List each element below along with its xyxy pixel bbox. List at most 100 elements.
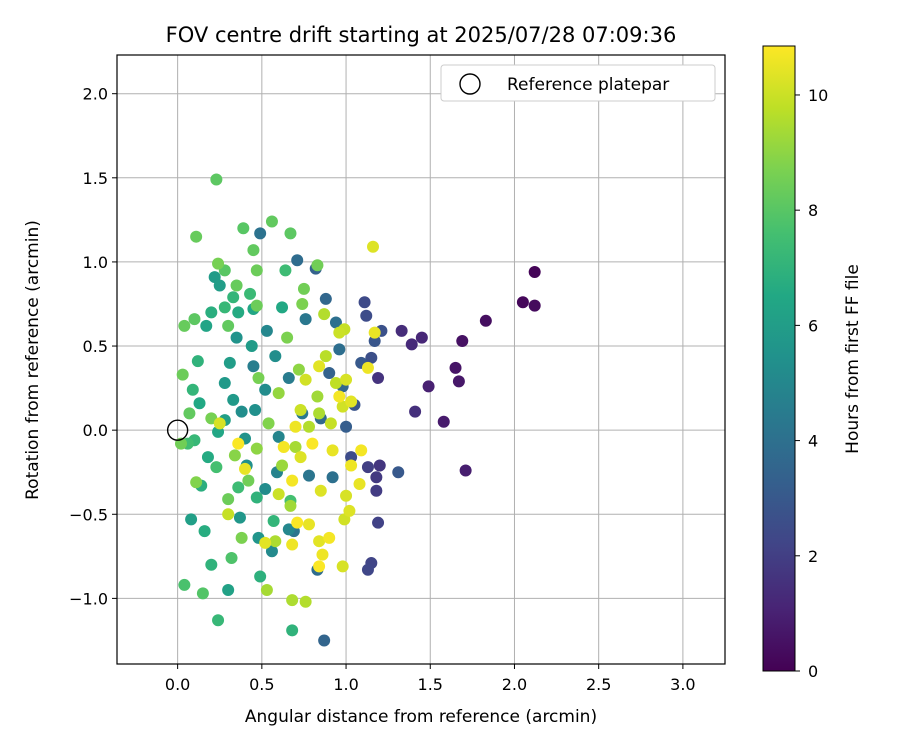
- data-point: [370, 471, 383, 484]
- data-point: [360, 309, 373, 322]
- data-point: [242, 474, 255, 487]
- data-point: [201, 451, 214, 464]
- data-point: [311, 259, 324, 272]
- data-point: [205, 558, 218, 571]
- data-point: [277, 440, 290, 453]
- data-point: [267, 515, 280, 528]
- data-points: [175, 173, 541, 647]
- data-point: [260, 583, 273, 596]
- data-point: [259, 483, 272, 496]
- data-point: [303, 469, 315, 482]
- data-point: [306, 437, 319, 450]
- data-point: [212, 257, 225, 270]
- data-point: [235, 405, 248, 418]
- data-point: [230, 279, 243, 292]
- data-point: [415, 331, 428, 344]
- data-point: [323, 531, 336, 544]
- data-point: [196, 587, 209, 600]
- data-point: [249, 403, 262, 416]
- data-point: [361, 461, 374, 474]
- colorbar-tick-label: 2: [808, 547, 818, 566]
- data-point: [336, 560, 349, 573]
- data-point: [326, 444, 339, 457]
- data-point: [358, 296, 371, 309]
- data-point: [340, 489, 353, 502]
- data-point: [286, 474, 299, 487]
- data-point: [323, 366, 336, 379]
- data-point: [188, 313, 201, 326]
- data-point: [313, 560, 326, 573]
- data-point: [296, 297, 309, 310]
- grid-lines: [117, 55, 725, 664]
- data-point: [326, 471, 339, 484]
- data-point: [313, 535, 326, 548]
- data-point: [237, 222, 250, 235]
- data-point: [405, 338, 418, 351]
- data-point: [250, 442, 263, 455]
- data-point: [272, 430, 285, 443]
- legend-box: [440, 64, 716, 102]
- legend: Reference platepar: [440, 64, 716, 102]
- x-axis-label: Angular distance from reference (arcmin): [245, 707, 597, 727]
- data-point: [345, 459, 358, 472]
- data-point: [422, 380, 435, 393]
- data-point: [456, 334, 469, 347]
- data-point: [355, 444, 368, 457]
- data-point: [222, 583, 235, 596]
- data-point: [286, 538, 299, 551]
- chart-title: FOV centre drift starting at 2025/07/28 …: [166, 23, 677, 47]
- data-point: [292, 363, 305, 376]
- data-point: [368, 326, 381, 339]
- y-tick-label: 2.0: [83, 85, 108, 104]
- x-tick-label: 0.5: [249, 675, 274, 694]
- data-point: [319, 350, 332, 363]
- plot-frame: [116, 54, 726, 665]
- data-point: [193, 397, 206, 410]
- data-point: [329, 377, 342, 390]
- data-point: [190, 230, 203, 243]
- data-point: [198, 525, 211, 538]
- data-point: [345, 395, 358, 408]
- reference-platepar-marker: [166, 419, 189, 441]
- data-point: [279, 264, 292, 277]
- data-point: [176, 368, 189, 381]
- data-point: [233, 511, 246, 524]
- data-point: [294, 451, 307, 464]
- colorbar-tick-label: 0: [808, 662, 818, 681]
- data-point: [299, 373, 312, 386]
- data-point: [343, 504, 356, 517]
- data-point: [269, 350, 282, 363]
- colorbar-tick-label: 10: [808, 86, 828, 105]
- data-point: [449, 361, 462, 374]
- data-point: [284, 227, 297, 240]
- data-point: [254, 227, 267, 240]
- data-point: [178, 319, 191, 332]
- data-point: [452, 375, 465, 388]
- x-tick-label: 1.0: [333, 675, 358, 694]
- data-point: [232, 437, 245, 450]
- data-point: [254, 570, 267, 583]
- data-point: [299, 595, 312, 608]
- data-point: [294, 403, 307, 416]
- data-point: [230, 331, 243, 344]
- colorbar-tick-label: 6: [808, 316, 818, 335]
- data-point: [178, 578, 191, 591]
- data-point: [218, 377, 231, 390]
- data-point: [222, 319, 235, 332]
- x-tick-label: 3.0: [670, 675, 695, 694]
- data-point: [437, 415, 450, 428]
- data-point: [372, 372, 385, 385]
- data-point: [340, 373, 353, 386]
- data-point: [333, 326, 346, 339]
- data-point: [395, 324, 408, 337]
- data-point: [340, 420, 353, 433]
- data-point: [313, 360, 326, 373]
- data-point: [185, 513, 198, 526]
- data-point: [516, 296, 529, 309]
- data-point: [409, 405, 422, 418]
- data-point: [373, 459, 386, 472]
- y-tick-label: 0.5: [83, 337, 108, 356]
- data-point: [316, 548, 329, 561]
- data-point: [272, 488, 285, 501]
